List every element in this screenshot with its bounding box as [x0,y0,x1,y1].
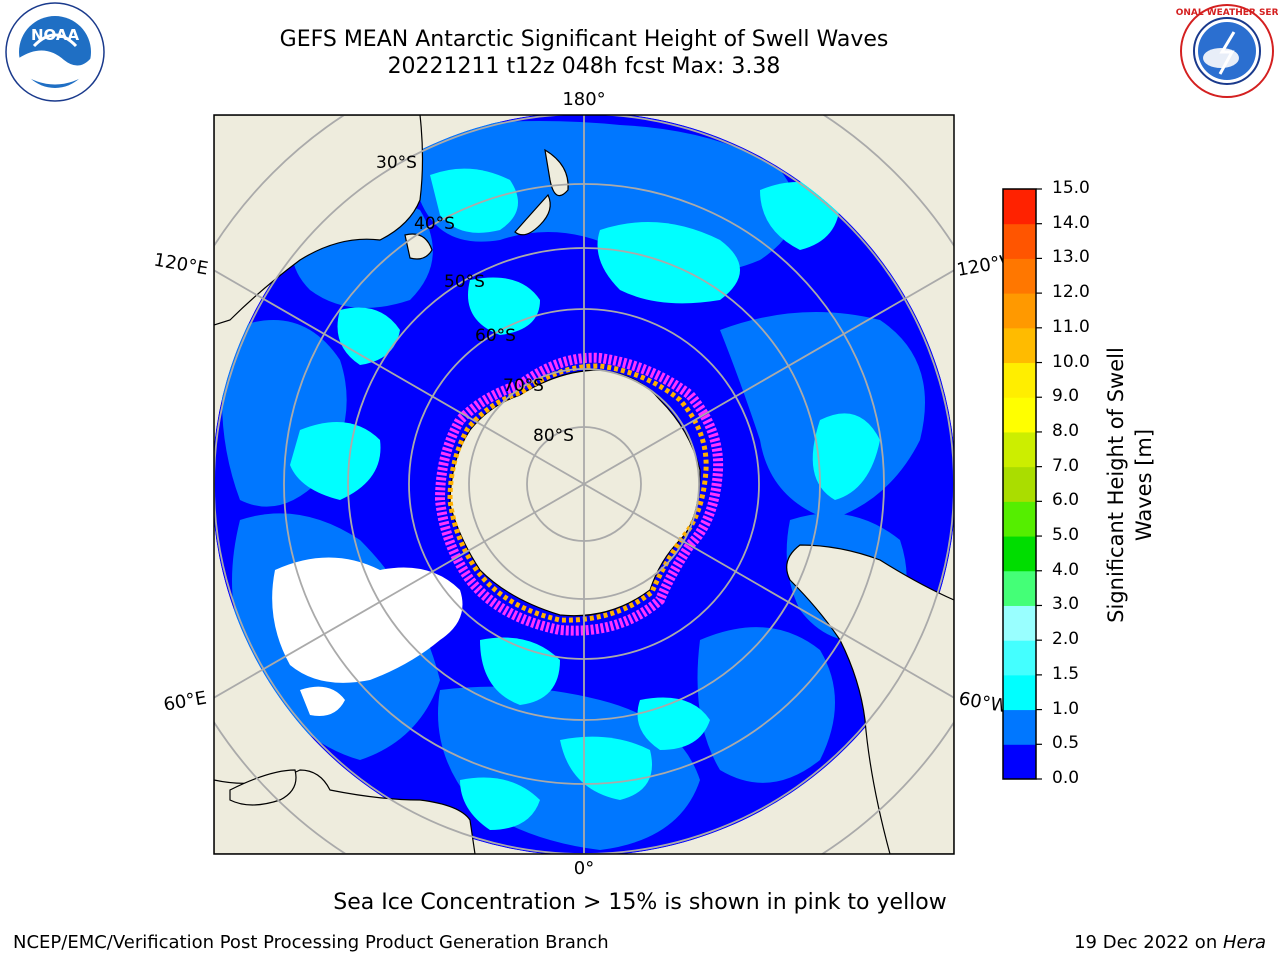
footer-machine: Hera [1222,932,1266,953]
colorbar-segment [1003,570,1036,606]
colorbar-segment [1003,709,1036,745]
map-frame [213,114,955,855]
footer-credit: NCEP/EMC/Verification Post Processing Pr… [13,932,609,953]
noaa-logo: NOAA [5,2,105,102]
noaa-logo-text: NOAA [31,26,80,44]
colorbar-tick-label: 6.0 [1052,490,1080,511]
graticule [214,115,954,854]
colorbar-segment [1003,536,1036,572]
colorbar-tick-label: 1.5 [1052,663,1080,684]
colorbar-segment [1003,501,1036,537]
colorbar-tick-label: 7.0 [1052,455,1080,476]
colorbar-tick-label: 0.0 [1052,768,1080,788]
colorbar-segment [1003,466,1036,502]
missing-data-patch [300,686,345,716]
colorbar-tick-label: 4.0 [1052,559,1080,580]
lat-label-30s: 30°S [376,153,417,173]
colorbar-title: Significant Height of Swell Waves [m] [1104,347,1156,623]
nws-logo-text: NATIONAL WEATHER SERVICE [1176,8,1278,18]
sea-ice-edge [434,352,724,636]
colorbar-segment [1003,362,1036,398]
lat-label-50s: 50°S [444,272,485,292]
lon-label-lower-left: 60°E [162,687,208,715]
colorbar-tick-label: 14.0 [1052,212,1090,233]
new-zealand-south [514,193,551,236]
lat-label-70s: 70°S [503,376,544,396]
colorbar-tick-label: 3.0 [1052,594,1080,615]
colorbar-tick-label: 11.0 [1052,316,1090,337]
colorbar [1002,188,1042,780]
colorbar-segment [1003,744,1036,780]
lat-label-40s: 40°S [414,214,455,234]
footer-date-text: 19 Dec 2022 on [1074,932,1223,953]
map-title: GEFS MEAN Antarctic Significant Height o… [279,27,889,52]
swell-high-patches [290,168,880,830]
colorbar-tick-label: 9.0 [1052,386,1080,407]
lat-label-60s: 60°S [475,326,516,346]
colorbar-segment [1003,189,1036,225]
colorbar-tick-label: 1.0 [1052,698,1080,719]
footer-date: 19 Dec 2022 on Hera [1074,932,1266,953]
colorbar-tick-label: 10.0 [1052,351,1090,372]
lon-label-upper-left: 120°E [152,249,210,279]
madagascar [229,769,297,806]
colorbar-segment [1003,605,1036,641]
colorbar-tick-label: 0.5 [1052,733,1080,754]
lon-label-top: 180° [562,89,605,110]
colorbar-tick-label: 15.0 [1052,178,1090,198]
colorbar-tick-label: 2.0 [1052,629,1080,650]
colorbar-segment [1003,327,1036,364]
lat-label-80s: 80°S [533,426,574,446]
colorbar-segment [1003,674,1036,711]
australia [214,115,424,326]
colorbar-segment [1003,397,1036,433]
colorbar-tick-label: 13.0 [1052,247,1090,268]
colorbar-tick-label: 5.0 [1052,525,1080,546]
colorbar-tick-label: 8.0 [1052,420,1080,441]
missing-data-region [272,557,463,683]
colorbar-segments [1003,188,1042,780]
colorbar-frame [1002,188,1037,780]
nws-logo: NATIONAL WEATHER SERVICE [1176,4,1278,98]
colorbar-tick-label: 12.0 [1052,282,1090,303]
colorbar-segment [1003,258,1036,294]
map-subtitle: 20221211 t12z 048h fcst Max: 3.38 [387,54,781,79]
colorbar-segment [1003,431,1036,468]
sea-ice-note: Sea Ice Concentration > 15% is shown in … [333,890,947,915]
colorbar-segment [1003,640,1036,676]
colorbar-segment [1003,293,1036,329]
latitude-labels: 30°S 40°S 50°S 60°S 70°S 80°S [376,153,574,446]
colorbar-segment [1003,223,1036,259]
lon-label-bottom: 0° [574,858,594,879]
coastlines [214,115,954,854]
